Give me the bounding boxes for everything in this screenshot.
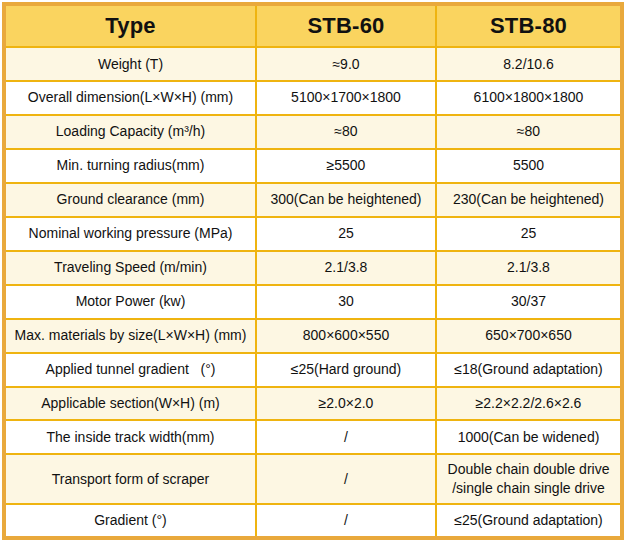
spec-table-container: Type STB-60 STB-80 Weight (T) ≈9.0 8.2/1…	[2, 2, 626, 542]
table-row-applicable-section: Applicable section(W×H) (m) ≥2.0×2.0 ≥2.…	[4, 387, 622, 421]
spec-label: Transport form of scraper	[4, 454, 256, 503]
spec-value-stb80: 2.1/3.8	[436, 251, 622, 285]
spec-value-stb80: ≥2.2×2.2/2.6×2.6	[436, 387, 622, 421]
table-row-applied-tunnel-gradient: Applied tunnel gradient (°) ≤25(Hard gro…	[4, 353, 622, 387]
spec-value-stb60: ≥2.0×2.0	[256, 387, 436, 421]
spec-value-stb60: 30	[256, 285, 436, 319]
table-row-transport-form: Transport form of scraper / Double chain…	[4, 454, 622, 503]
table-row-ground-clearance: Ground clearance (mm) 300(Can be heighte…	[4, 183, 622, 217]
spec-value-stb80: ≤18(Ground adaptation)	[436, 353, 622, 387]
spec-label: Applied tunnel gradient (°)	[4, 353, 256, 387]
table-row-weight: Weight (T) ≈9.0 8.2/10.6	[4, 47, 622, 81]
spec-value-stb60: ≥5500	[256, 149, 436, 183]
spec-label: Overall dimension(L×W×H) (mm)	[4, 81, 256, 115]
spec-value-stb60: ≈9.0	[256, 47, 436, 81]
spec-value-stb60: /	[256, 454, 436, 503]
table-row-motor-power: Motor Power (kw) 30 30/37	[4, 285, 622, 319]
column-header-stb80: STB-80	[436, 4, 622, 47]
table-row-loading-capacity: Loading Capacity (m³/h) ≈80 ≈80	[4, 115, 622, 149]
spec-label: Motor Power (kw)	[4, 285, 256, 319]
table-row-min-turning-radius: Min. turning radius(mm) ≥5500 5500	[4, 149, 622, 183]
table-row-traveling-speed: Traveling Speed (m/min) 2.1/3.8 2.1/3.8	[4, 251, 622, 285]
spec-value-stb60: /	[256, 504, 436, 538]
table-row-max-materials-size: Max. materials by size(L×W×H) (mm) 800×6…	[4, 319, 622, 353]
column-header-type: Type	[4, 4, 256, 47]
spec-label: Applicable section(W×H) (m)	[4, 387, 256, 421]
spec-label: Nominal working pressure (MPa)	[4, 217, 256, 251]
spec-value-stb80: 230(Can be heightened)	[436, 183, 622, 217]
spec-value-stb60: 2.1/3.8	[256, 251, 436, 285]
spec-value-stb60: 300(Can be heightened)	[256, 183, 436, 217]
spec-value-stb60: 5100×1700×1800	[256, 81, 436, 115]
table-row-inside-track-width: The inside track width(mm) / 1000(Can be…	[4, 420, 622, 454]
spec-value-stb80: 6100×1800×1800	[436, 81, 622, 115]
spec-label: Ground clearance (mm)	[4, 183, 256, 217]
spec-comparison-table: Type STB-60 STB-80 Weight (T) ≈9.0 8.2/1…	[2, 2, 624, 540]
spec-value-stb80: 1000(Can be widened)	[436, 420, 622, 454]
spec-value-stb80: 30/37	[436, 285, 622, 319]
spec-value-stb60: 25	[256, 217, 436, 251]
spec-value-stb80: 25	[436, 217, 622, 251]
spec-value-stb60: ≈80	[256, 115, 436, 149]
spec-value-stb60: 800×600×550	[256, 319, 436, 353]
spec-value-stb80: Double chain double drive /single chain …	[436, 454, 622, 503]
table-row-gradient: Gradient (°) / ≤25(Ground adaptation)	[4, 504, 622, 538]
spec-label: Max. materials by size(L×W×H) (mm)	[4, 319, 256, 353]
spec-label: Gradient (°)	[4, 504, 256, 538]
header-row: Type STB-60 STB-80	[4, 4, 622, 47]
spec-value-stb80: ≤25(Ground adaptation)	[436, 504, 622, 538]
spec-label: The inside track width(mm)	[4, 420, 256, 454]
table-row-nominal-working-pressure: Nominal working pressure (MPa) 25 25	[4, 217, 622, 251]
spec-value-stb80: ≈80	[436, 115, 622, 149]
spec-label: Weight (T)	[4, 47, 256, 81]
spec-label: Traveling Speed (m/min)	[4, 251, 256, 285]
spec-value-stb80: 650×700×650	[436, 319, 622, 353]
spec-value-stb60: ≤25(Hard ground)	[256, 353, 436, 387]
spec-label: Min. turning radius(mm)	[4, 149, 256, 183]
spec-value-stb60: /	[256, 420, 436, 454]
spec-value-stb80: 8.2/10.6	[436, 47, 622, 81]
column-header-stb60: STB-60	[256, 4, 436, 47]
spec-label: Loading Capacity (m³/h)	[4, 115, 256, 149]
table-row-overall-dimension: Overall dimension(L×W×H) (mm) 5100×1700×…	[4, 81, 622, 115]
spec-value-stb80: 5500	[436, 149, 622, 183]
